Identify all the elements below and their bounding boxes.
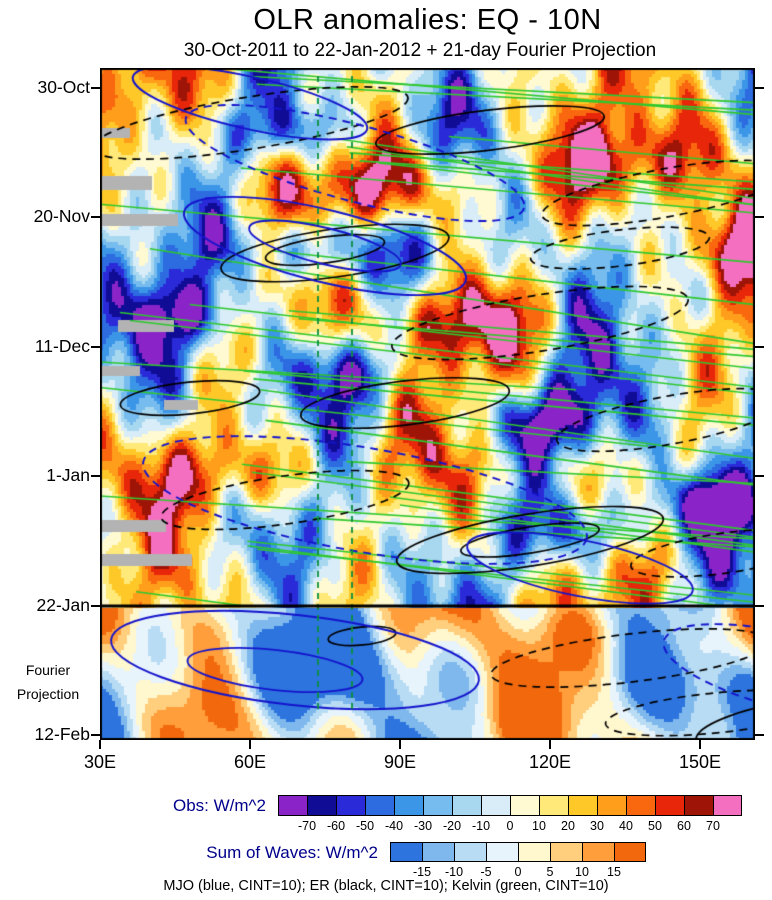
- colorbar-tick-label: -30: [413, 819, 433, 833]
- y-tick-mark: [91, 734, 100, 736]
- y-tick-label: 30-Oct: [37, 77, 90, 97]
- colorbar-tick-label: 0: [514, 865, 522, 879]
- y-tick-label: 11-Dec: [34, 335, 90, 356]
- colorbar-cell: [568, 795, 598, 816]
- colorbar-tick-label: 15: [607, 865, 621, 879]
- colorbar-tick-label: -10: [471, 819, 491, 833]
- y-tick-mark: [91, 216, 100, 219]
- x-tick-mark: [549, 740, 551, 749]
- colorbar-cell: [713, 795, 742, 816]
- colorbar-cell: [390, 842, 423, 862]
- colorbar-cell: [394, 795, 424, 816]
- colorbar-cell: [454, 842, 487, 862]
- colorbar-cell: [365, 795, 395, 816]
- contour-legend-text: MJO (blue, CINT=10); ER (black, CINT=10)…: [163, 878, 609, 894]
- y-tick-mark: [755, 475, 764, 478]
- colorbar-cell: [655, 795, 685, 816]
- colorbar-cell: [481, 795, 511, 816]
- x-tick-mark: [699, 740, 701, 749]
- y-tick-mark: [91, 345, 100, 348]
- fourier-projection-label-line2: Projection: [16, 686, 80, 702]
- colorbar-tick-label: -20: [442, 819, 462, 833]
- colorbar-tick-label: -5: [480, 865, 492, 879]
- colorbar-cell: [539, 795, 569, 816]
- colorbar-cell: [614, 842, 646, 862]
- x-tick-label: 90E: [383, 752, 417, 772]
- y-tick-mark: [91, 604, 100, 607]
- x-tick-label: 30E: [83, 752, 117, 772]
- colorbar-cell: [626, 795, 656, 816]
- colorbar-tick-label: 0: [506, 819, 514, 833]
- x-tick-label: 150E: [678, 752, 722, 772]
- colorbar-tick-label: -40: [384, 819, 404, 833]
- colorbar-cell: [550, 842, 583, 862]
- colorbar-tick-label: 30: [590, 819, 604, 833]
- colorbar-tick-label: 50: [648, 819, 662, 833]
- colorbar-cell: [582, 842, 615, 862]
- y-tick-mark: [755, 87, 764, 89]
- colorbar-tick-label: 40: [619, 819, 633, 833]
- colorbar-tick-label: -70: [297, 819, 317, 833]
- x-tick-mark: [99, 740, 101, 749]
- y-tick-mark: [755, 345, 764, 348]
- colorbar-tick-label: 20: [561, 819, 575, 833]
- colorbar-cell: [422, 842, 455, 862]
- colorbar-tick-label: -15: [412, 865, 432, 879]
- x-tick-mark: [249, 740, 251, 749]
- colorbar-cell: [684, 795, 714, 816]
- y-tick-label: 22-Jan: [36, 594, 90, 615]
- heatmap-canvas: [100, 68, 755, 740]
- y-tick-mark: [91, 475, 100, 478]
- obs-colorbar-label: Obs: W/m^2: [173, 796, 266, 815]
- colorbar-cell: [518, 842, 551, 862]
- colorbar-cell: [423, 795, 453, 816]
- colorbar-cell: [336, 795, 366, 816]
- chart-subtitle: 30-Oct-2011 to 22-Jan-2012 + 21-day Four…: [183, 40, 657, 61]
- colorbar-cell: [510, 795, 540, 816]
- y-tick-mark: [91, 87, 100, 89]
- plot-area: [100, 68, 755, 740]
- colorbar-tick-label: 60: [677, 819, 691, 833]
- x-tick-mark: [399, 740, 401, 749]
- colorbar-tick-label: 5: [546, 865, 554, 879]
- colorbar-tick-label: -50: [355, 819, 375, 833]
- y-tick-mark: [755, 604, 764, 607]
- x-tick-label: 60E: [233, 752, 267, 772]
- colorbar-tick-label: 10: [532, 819, 546, 833]
- colorbar-cell: [452, 795, 482, 816]
- fourier-projection-label-line1: Fourier: [25, 662, 71, 678]
- colorbar-tick-label: -60: [326, 819, 346, 833]
- y-tick-mark: [755, 216, 764, 219]
- colorbar-tick-label: 10: [575, 865, 589, 879]
- colorbar-tick-label: -10: [444, 865, 464, 879]
- colorbar-cell: [486, 842, 519, 862]
- colorbar-cell: [597, 795, 627, 816]
- colorbar-cell: [278, 795, 308, 816]
- y-tick-label: 20-Nov: [33, 206, 90, 227]
- chart-title: OLR anomalies: EQ - 10N: [253, 4, 602, 36]
- colorbar-cell: [307, 795, 337, 816]
- y-tick-label: 12-Feb: [34, 724, 90, 744]
- x-tick-label: 120E: [528, 752, 572, 772]
- y-tick-mark: [755, 734, 764, 736]
- waves-colorbar-label: Sum of Waves: W/m^2: [206, 843, 378, 862]
- colorbar-tick-label: 70: [706, 819, 720, 833]
- y-tick-label: 1-Jan: [46, 465, 90, 486]
